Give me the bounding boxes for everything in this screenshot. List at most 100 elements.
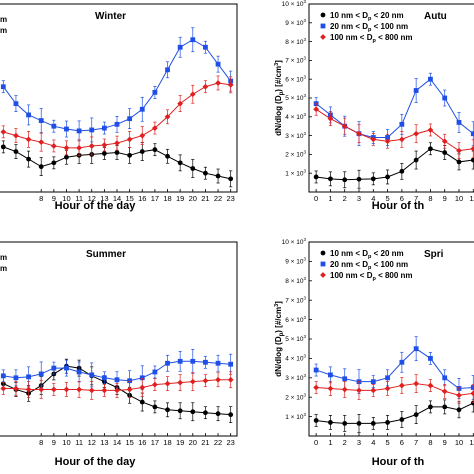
legend-text: 10 nm < D	[330, 249, 368, 258]
data-point	[327, 115, 334, 122]
data-point	[470, 390, 474, 397]
y-tick-mantissa: 6	[285, 317, 289, 324]
data-point	[38, 139, 45, 146]
x-tick-label: 8	[39, 194, 43, 203]
legend-label: 100 nm < Dp < 800 nm	[330, 33, 413, 44]
data-point	[38, 386, 45, 393]
y-tick-mantissa: 1	[285, 170, 289, 177]
data-point	[64, 126, 69, 132]
data-point	[215, 411, 221, 417]
y-tick-label: 6 × 103	[285, 74, 306, 83]
data-point	[399, 417, 405, 422]
data-point	[114, 150, 120, 155]
data-point	[320, 272, 326, 278]
x-tick-label: 16	[138, 194, 146, 203]
data-point	[442, 95, 448, 101]
data-point	[385, 420, 390, 425]
data-point	[51, 160, 57, 166]
data-point	[328, 420, 333, 425]
y-tick-mantissa: 3	[285, 375, 289, 382]
data-layer	[313, 72, 474, 189]
data-point	[64, 365, 69, 371]
x-tick-label: 16	[138, 438, 146, 447]
x-tick-label: 21	[201, 438, 209, 447]
legend-label: 10 nm < Dp < 20 nm	[330, 11, 404, 22]
data-point	[89, 372, 95, 378]
data-point	[13, 149, 19, 154]
series-line-0	[316, 401, 474, 424]
data-point	[370, 176, 376, 182]
legend-sub: p	[368, 16, 372, 22]
y-tick-exp: 3	[303, 257, 306, 262]
data-point	[101, 375, 107, 381]
data-point	[177, 100, 184, 107]
legend-label: 20 nm < Dp < 100 nm	[330, 22, 408, 33]
y-axis-label-exp: 3	[274, 63, 280, 66]
x-tick-label: 7	[414, 194, 418, 203]
data-point	[456, 120, 462, 125]
data-point	[370, 420, 376, 426]
x-tick-label: 20	[189, 194, 197, 203]
series-line-1	[315, 78, 474, 138]
data-point	[328, 176, 333, 182]
y-tick-mantissa: 1	[285, 414, 289, 421]
data-point	[177, 408, 183, 414]
data-point	[177, 358, 183, 364]
data-point	[370, 387, 377, 394]
data-point	[342, 376, 348, 382]
data-point	[127, 116, 133, 122]
data-point	[313, 106, 320, 113]
plot-frame	[0, 241, 238, 437]
x-tick-label: 18	[163, 194, 171, 203]
y-tick-exp: 3	[303, 168, 306, 173]
data-point	[456, 147, 462, 154]
data-point	[228, 412, 234, 418]
data-point	[114, 377, 120, 383]
data-point	[114, 140, 120, 146]
y-tick-mantissa: 5	[285, 336, 289, 343]
data-point	[320, 12, 326, 18]
data-point	[202, 377, 209, 384]
y-tick-exp: 3	[303, 18, 306, 23]
y-tick-times: × 10	[289, 20, 304, 27]
data-point	[190, 37, 196, 43]
data-point	[356, 130, 362, 137]
data-point	[139, 149, 145, 154]
data-point	[341, 386, 348, 393]
data-point	[25, 136, 32, 143]
data-point	[413, 380, 420, 387]
y-tick-mantissa: 2	[285, 394, 289, 401]
data-point	[356, 420, 362, 426]
data-point	[50, 143, 57, 149]
y-tick-exp: 3	[303, 37, 306, 42]
x-axis-label: Hour of the day	[55, 200, 137, 212]
x-tick-label: 15	[125, 194, 133, 203]
x-tick-label: 1	[328, 194, 332, 203]
y-tick-times: × 10	[289, 170, 304, 177]
data-point	[152, 404, 158, 410]
y-tick-times: × 10	[289, 259, 304, 266]
data-point	[470, 385, 474, 390]
data-point	[228, 361, 234, 367]
y-tick-label: 6 × 103	[285, 315, 306, 324]
x-tick-label: 0	[314, 438, 318, 447]
y-tick-mantissa: 10	[282, 239, 290, 246]
data-point	[13, 101, 19, 107]
data-point	[101, 387, 108, 394]
data-point	[26, 112, 31, 118]
x-axis-label: Hour of th	[372, 200, 425, 212]
data-point	[398, 382, 405, 389]
x-tick-label: 23	[227, 194, 235, 203]
data-point	[442, 150, 448, 155]
data-point	[456, 392, 462, 399]
data-point	[114, 387, 120, 394]
x-tick-label: 11	[469, 438, 474, 447]
y-tick-exp: 3	[303, 150, 306, 155]
y-tick-times: × 10	[289, 39, 304, 46]
x-tick-label: 11	[75, 438, 83, 447]
y-tick-times: × 10	[289, 336, 304, 343]
data-point	[38, 371, 44, 377]
data-point	[165, 360, 170, 366]
y-axis-label-unit: ) [#/cm	[274, 66, 283, 92]
y-tick-mantissa: 2	[285, 152, 289, 159]
